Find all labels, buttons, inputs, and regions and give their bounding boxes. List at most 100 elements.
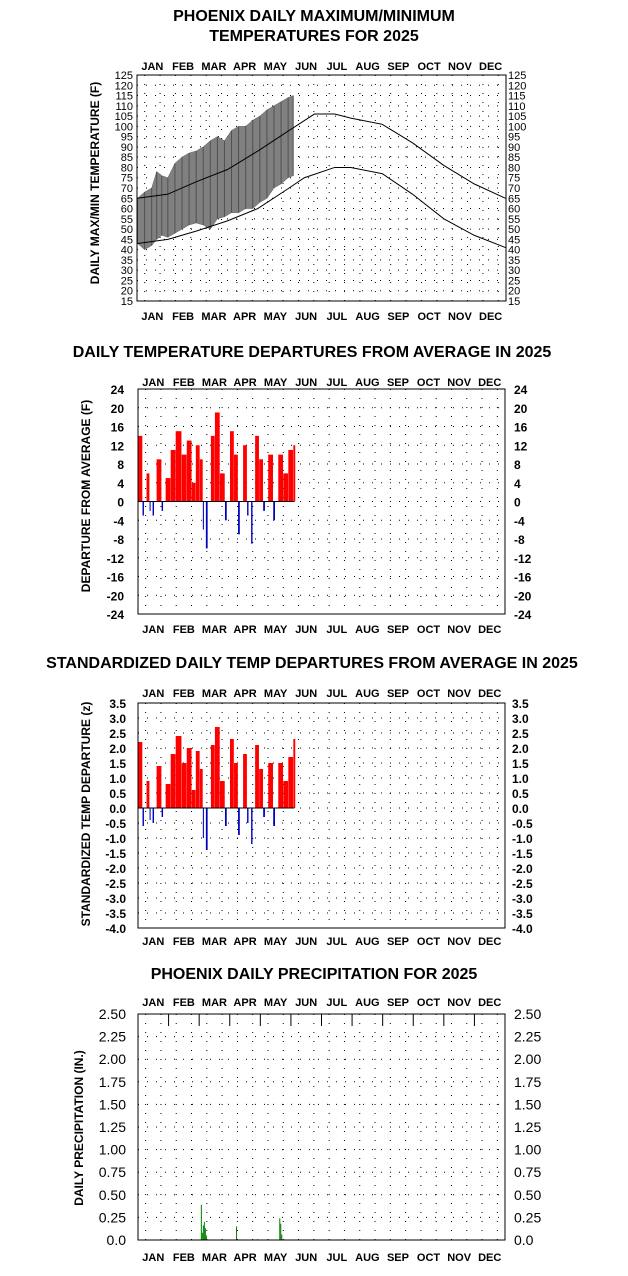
y-tick-right: -2.0 (512, 862, 533, 876)
month-label-top: JUN (295, 997, 317, 1009)
y-tick-right: 2.5 (512, 727, 529, 741)
departure-bar-negative (224, 501, 227, 521)
departure-bar-positive (283, 781, 289, 808)
departure-bar-negative (205, 501, 208, 549)
y-tick-left: 85 (121, 152, 133, 164)
chart1-title-line1: PHOENIX DAILY MAXIMUM/MINIMUM (173, 8, 455, 25)
departure-bar-positive (278, 454, 284, 502)
month-label-bottom: JUN (295, 311, 317, 323)
y-tick-left: 2.5 (109, 727, 126, 741)
month-label-top: DEC (478, 377, 501, 389)
departure-bar-positive (175, 431, 182, 502)
departure-bar-positive (243, 445, 247, 502)
y-tick-left: 2.25 (99, 1029, 126, 1045)
month-label-top: JUL (326, 997, 347, 1009)
y-tick-right: 15 (508, 296, 520, 308)
month-label-bottom: JUN (295, 624, 317, 636)
precip-bar (281, 1234, 283, 1240)
departure-bar-positive (195, 445, 200, 502)
y-tick-right: 125 (508, 70, 526, 82)
y-tick-right: -12 (514, 552, 532, 566)
y-tick-left: 20 (121, 286, 133, 298)
y-tick-right: 45 (508, 234, 520, 246)
departure-bar-positive (230, 431, 234, 502)
y-tick-right: 110 (508, 101, 526, 113)
y-tick-left: -12 (107, 552, 125, 566)
month-label-bottom: JUL (326, 624, 347, 636)
month-label-bottom: JUL (326, 1252, 347, 1264)
y-tick-right: 85 (508, 152, 520, 164)
precip-bar (279, 1218, 281, 1240)
month-label-bottom: FEB (173, 624, 195, 636)
y-tick-left: -4 (113, 514, 124, 528)
standardized-chart: STANDARDIZED DAILY TEMP DEPARTURES FROM … (46, 655, 578, 948)
y-tick-right: 25 (508, 275, 520, 287)
month-label-bottom: MAY (264, 311, 288, 323)
chart1-data (137, 95, 506, 250)
month-label-top: MAY (264, 688, 288, 700)
y-tick-right: 24 (514, 383, 528, 397)
chart1-title-line2: TEMPERATURES FOR 2025 (209, 28, 419, 45)
y-tick-left: 0.75 (99, 1164, 126, 1180)
month-label-bottom: DEC (479, 311, 502, 323)
chart3-bars (138, 727, 296, 850)
month-label-bottom: AUG (355, 936, 379, 948)
y-tick-left: -2.5 (105, 877, 126, 891)
departure-bar-positive (293, 739, 296, 808)
y-tick-left: -16 (107, 571, 125, 585)
y-tick-right: -16 (514, 571, 532, 585)
departure-bar-positive (219, 473, 225, 502)
month-label-bottom: JUN (295, 1252, 317, 1264)
y-tick-left: 80 (121, 162, 133, 174)
month-label-bottom: DEC (478, 624, 501, 636)
y-tick-left: 24 (111, 383, 125, 397)
y-tick-right: 0.75 (514, 1164, 541, 1180)
y-tick-left: 95 (121, 132, 133, 144)
y-tick-left: -3.0 (105, 892, 126, 906)
chart4-ylabel: DAILY PRECIPITATION (IN.) (72, 1050, 86, 1206)
chart2-bars (138, 412, 296, 549)
y-tick-right: -1.5 (512, 847, 533, 861)
month-label-bottom: JAN (142, 1252, 164, 1264)
y-tick-right: 100 (508, 121, 526, 133)
precip-bar (204, 1228, 206, 1240)
month-label-bottom: NOV (448, 311, 473, 323)
month-label-bottom: JAN (141, 311, 163, 323)
departure-bar-negative (247, 808, 249, 823)
departure-bar-negative (263, 808, 265, 817)
y-tick-right: 115 (508, 91, 526, 103)
departure-bar-positive (268, 454, 273, 502)
month-label-bottom: OCT (418, 311, 442, 323)
y-tick-left: 2.00 (99, 1051, 126, 1067)
month-label-top: JAN (141, 61, 163, 73)
departure-bar-negative (202, 501, 204, 530)
month-label-top: FEB (173, 997, 195, 1009)
y-tick-left: -2.0 (105, 862, 126, 876)
departure-bar-negative (238, 808, 240, 835)
temperature-chart: PHOENIX DAILY MAXIMUM/MINIMUM TEMPERATUR… (88, 8, 526, 323)
month-label-bottom: APR (233, 311, 256, 323)
y-tick-left: 60 (121, 204, 133, 216)
y-tick-right: -24 (514, 608, 532, 622)
y-tick-right: 0 (514, 496, 521, 510)
y-tick-right: 3.5 (512, 697, 529, 711)
y-tick-right: 20 (508, 286, 520, 298)
y-tick-right: 8 (514, 458, 521, 472)
y-tick-left: -4.0 (105, 922, 126, 936)
month-label-top: AUG (355, 61, 379, 73)
departure-bar-positive (293, 445, 296, 502)
departure-bar-positive (230, 739, 234, 808)
departure-bar-positive (234, 454, 238, 502)
y-tick-left: 20 (111, 402, 125, 416)
departure-bar-negative (238, 501, 240, 535)
month-label-bottom: MAR (202, 624, 227, 636)
departure-bar-positive (283, 473, 289, 502)
departure-bar-positive (165, 784, 171, 808)
month-label-top: SEP (387, 688, 409, 700)
departure-bar-negative (202, 808, 204, 838)
month-label-bottom: OCT (417, 1252, 441, 1264)
month-label-top: JUN (295, 688, 317, 700)
y-tick-right: 120 (508, 80, 526, 92)
departure-bar-negative (251, 808, 253, 844)
y-tick-right: 1.25 (514, 1119, 541, 1135)
